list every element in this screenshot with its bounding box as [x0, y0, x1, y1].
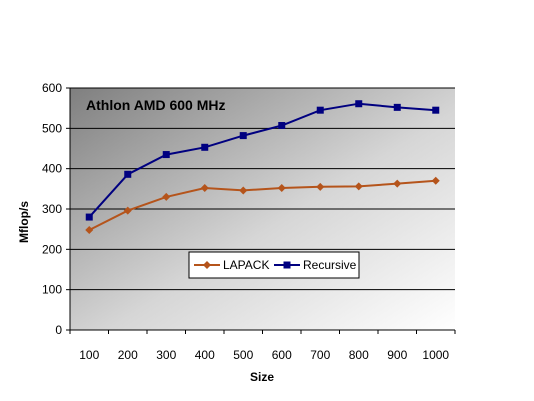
point-lapack-600: [277, 184, 286, 193]
y-axis-title: Mflop/s: [17, 201, 31, 243]
x-tick-label-700: 700: [310, 348, 330, 362]
legend-marker-recursive: [283, 261, 291, 269]
x-tick-label-800: 800: [349, 348, 369, 362]
y-tick-label-0: 0: [55, 323, 62, 337]
x-tick-label-500: 500: [233, 348, 253, 362]
point-lapack-800: [354, 182, 363, 191]
y-tick-label-600: 600: [42, 81, 62, 95]
point-lapack-400: [200, 184, 209, 193]
point-recursive-200: [124, 170, 132, 178]
legend-label-lapack: LAPACK: [223, 258, 269, 272]
point-lapack-500: [239, 186, 248, 195]
x-tick-label-300: 300: [156, 348, 176, 362]
y-axis-ticks: 0 100 200 300 400 500 600: [42, 81, 70, 337]
y-tick-label-500: 500: [42, 121, 62, 135]
point-recursive-600: [278, 122, 286, 130]
point-recursive-900: [393, 103, 401, 111]
point-lapack-300: [162, 192, 171, 201]
series-layer: [85, 100, 440, 234]
x-axis-title: Size: [250, 370, 274, 384]
point-recursive-1000: [432, 106, 440, 114]
legend: LAPACK Recursive: [188, 251, 360, 279]
x-tick-label-900: 900: [387, 348, 407, 362]
legend-marker-lapack: [203, 261, 211, 269]
y-tick-label-400: 400: [42, 162, 62, 176]
point-lapack-900: [393, 179, 402, 188]
y-tick-label-300: 300: [42, 202, 62, 216]
y-tick-label-200: 200: [42, 242, 62, 256]
series-line-recursive: [88, 102, 436, 218]
y-tick-label-100: 100: [42, 283, 62, 297]
point-lapack-200: [123, 206, 132, 215]
x-tick-label-600: 600: [272, 348, 292, 362]
x-tick-label-400: 400: [195, 348, 215, 362]
chart-title: Athlon AMD 600 MHz: [86, 97, 225, 113]
x-tick-label-200: 200: [118, 348, 138, 362]
point-recursive-100: [85, 213, 93, 221]
point-recursive-500: [239, 132, 247, 140]
point-recursive-300: [162, 151, 170, 159]
x-axis-ticks: 100 200 300 400 500 600 700 800 900 1000: [69, 330, 456, 362]
series-line-lapack: [88, 179, 436, 231]
point-lapack-100: [85, 225, 94, 234]
x-tick-label-100: 100: [79, 348, 99, 362]
point-recursive-400: [201, 143, 209, 151]
point-recursive-800: [355, 100, 363, 108]
x-tick-label-1000: 1000: [422, 348, 449, 362]
point-recursive-700: [316, 106, 324, 114]
legend-label-recursive: Recursive: [303, 258, 357, 272]
point-lapack-700: [316, 182, 325, 191]
point-lapack-1000: [431, 176, 440, 185]
